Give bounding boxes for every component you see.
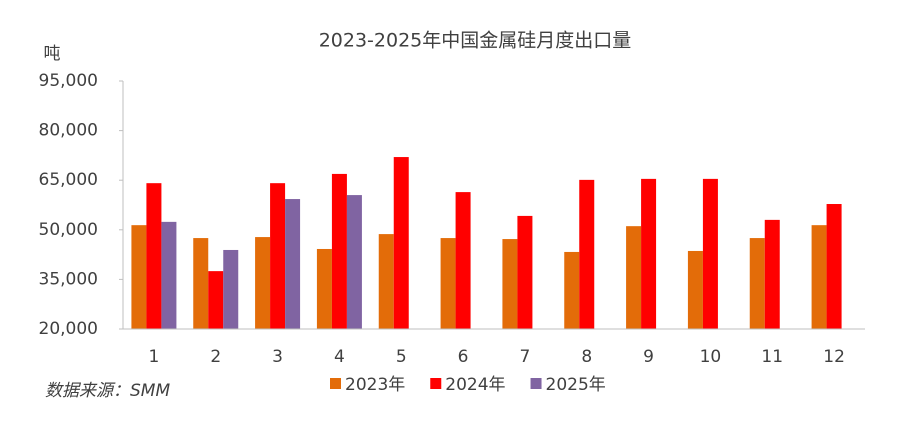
- x-tick-label: 4: [334, 347, 345, 367]
- chart-title: 2023-2025年中国金属硅月度出口量: [319, 30, 632, 52]
- bar: [826, 204, 842, 329]
- bar: [208, 271, 224, 329]
- legend-label: 2024年: [445, 375, 505, 395]
- x-tick-label: 12: [823, 347, 845, 367]
- x-tick-label: 10: [700, 347, 722, 367]
- bar: [702, 178, 718, 329]
- legend-swatch: [330, 378, 341, 389]
- x-tick-label: 1: [149, 347, 160, 367]
- y-tick-label: 80,000: [39, 121, 98, 141]
- bar: [687, 250, 703, 329]
- y-unit: 吨: [44, 44, 61, 64]
- legend-swatch: [530, 378, 542, 389]
- bar: [131, 225, 147, 329]
- bar: [764, 219, 780, 329]
- y-tick-label: 65,000: [39, 170, 98, 190]
- bar: [641, 178, 657, 329]
- bar: [811, 225, 827, 329]
- x-tick-label: 3: [272, 347, 283, 367]
- bar: [331, 173, 347, 329]
- bar: [517, 215, 533, 329]
- bar: [564, 251, 580, 329]
- x-tick-label: 5: [396, 347, 407, 367]
- bar: [502, 239, 518, 329]
- bar: [378, 234, 394, 329]
- bar: [626, 226, 642, 329]
- y-tick-label: 35,000: [39, 269, 98, 289]
- bar: [346, 195, 362, 329]
- legend-swatch: [430, 378, 442, 389]
- legend-label: 2023年: [345, 375, 405, 395]
- x-tick-label: 6: [458, 347, 469, 367]
- bar: [316, 248, 332, 329]
- legend-label: 2025年: [546, 375, 606, 395]
- bar: [579, 179, 595, 329]
- bar: [455, 192, 471, 329]
- y-tick-label: 50,000: [39, 220, 98, 240]
- y-tick-label: 95,000: [39, 71, 98, 91]
- bar: [749, 238, 765, 329]
- bar: [393, 157, 409, 329]
- bar: [161, 221, 177, 329]
- x-tick-label: 8: [581, 347, 592, 367]
- x-tick-label: 7: [520, 347, 531, 367]
- bar: [285, 199, 301, 329]
- bar: [193, 238, 209, 329]
- x-tick-label: 2: [210, 347, 221, 367]
- bar: [255, 237, 271, 329]
- source-note: 数据来源：SMM: [45, 381, 170, 401]
- bar: [223, 249, 239, 329]
- bar: [270, 183, 286, 329]
- x-tick-label: 9: [643, 347, 654, 367]
- bar: [440, 238, 456, 329]
- bar: [146, 183, 162, 329]
- x-tick-label: 11: [761, 347, 783, 367]
- y-tick-label: 20,000: [39, 319, 98, 339]
